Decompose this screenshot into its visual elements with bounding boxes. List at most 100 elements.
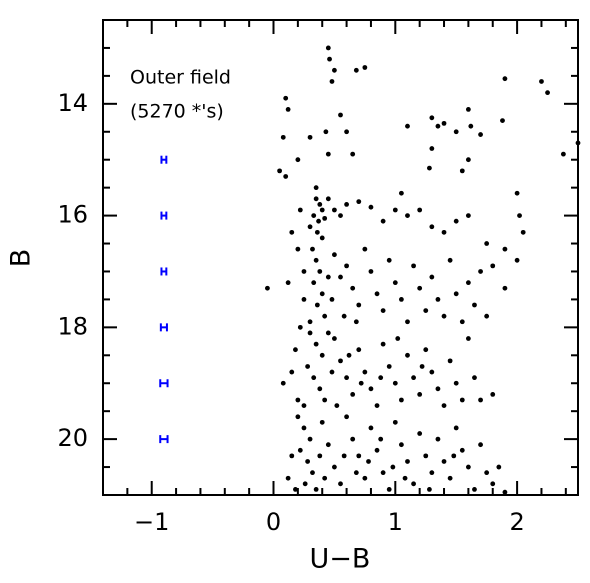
point	[560, 151, 566, 157]
point	[319, 419, 325, 425]
point	[453, 380, 459, 386]
point	[344, 375, 349, 381]
point	[429, 470, 435, 476]
point	[468, 123, 474, 129]
point	[344, 129, 349, 135]
point	[429, 146, 435, 151]
point	[301, 297, 307, 302]
point	[307, 330, 313, 336]
point	[325, 330, 331, 336]
point	[305, 364, 311, 369]
point	[280, 380, 286, 386]
point	[362, 246, 368, 252]
point	[417, 431, 423, 436]
point	[313, 341, 319, 347]
point	[285, 475, 291, 481]
point	[295, 397, 301, 403]
point	[451, 453, 457, 459]
point	[353, 470, 359, 476]
point	[307, 134, 313, 140]
point	[356, 453, 362, 459]
point	[311, 213, 317, 218]
point	[490, 481, 496, 487]
point	[341, 313, 347, 319]
point	[427, 487, 432, 492]
point	[356, 302, 362, 308]
point	[307, 224, 313, 230]
point	[302, 481, 308, 487]
point	[325, 442, 331, 448]
point	[459, 447, 465, 453]
point	[338, 112, 343, 118]
point	[520, 229, 526, 235]
point	[500, 118, 505, 123]
point	[575, 140, 581, 146]
point	[325, 274, 331, 280]
point	[322, 215, 328, 221]
point	[317, 453, 323, 459]
point	[350, 392, 356, 397]
point	[441, 120, 447, 126]
point	[319, 352, 325, 358]
point	[380, 218, 386, 224]
point	[368, 269, 374, 274]
point	[368, 425, 374, 431]
point	[459, 168, 465, 174]
point	[392, 380, 398, 386]
point	[398, 190, 404, 196]
point	[417, 392, 423, 397]
point	[305, 459, 311, 464]
plot-frame	[102, 19, 579, 496]
point	[295, 157, 301, 163]
point	[346, 352, 352, 358]
point	[316, 218, 321, 224]
point	[441, 229, 447, 235]
point	[265, 285, 270, 291]
point	[289, 453, 295, 459]
point	[411, 263, 416, 269]
point	[353, 319, 359, 325]
point	[297, 447, 303, 453]
point	[405, 319, 410, 325]
point	[317, 269, 323, 274]
point	[322, 397, 328, 403]
point	[453, 425, 459, 431]
point	[319, 235, 325, 241]
point	[478, 269, 483, 274]
point	[386, 257, 392, 263]
x-tick-label: 0	[266, 508, 281, 536]
point	[366, 459, 371, 464]
point	[317, 386, 323, 392]
point	[307, 319, 313, 325]
point	[325, 45, 331, 51]
point	[386, 487, 392, 492]
point	[423, 308, 429, 313]
point	[472, 302, 477, 308]
point	[322, 313, 328, 319]
x-tick-label: 2	[509, 508, 524, 536]
point	[398, 397, 404, 403]
point	[344, 263, 349, 269]
point	[472, 487, 477, 492]
point	[465, 336, 471, 341]
point	[465, 464, 471, 470]
point	[280, 134, 286, 140]
point	[350, 285, 356, 291]
point	[311, 280, 317, 286]
point	[327, 56, 332, 62]
point	[478, 132, 483, 137]
point	[283, 174, 289, 179]
point	[490, 392, 496, 397]
y-tick-label: 16	[57, 201, 88, 229]
point	[319, 291, 325, 297]
point	[289, 369, 295, 375]
point	[398, 297, 404, 302]
point	[405, 123, 410, 129]
point	[472, 375, 477, 381]
point	[325, 151, 331, 157]
annotation: Outer field	[130, 67, 231, 89]
point	[297, 324, 303, 330]
point	[390, 464, 396, 470]
point	[539, 79, 544, 84]
point	[429, 115, 435, 121]
